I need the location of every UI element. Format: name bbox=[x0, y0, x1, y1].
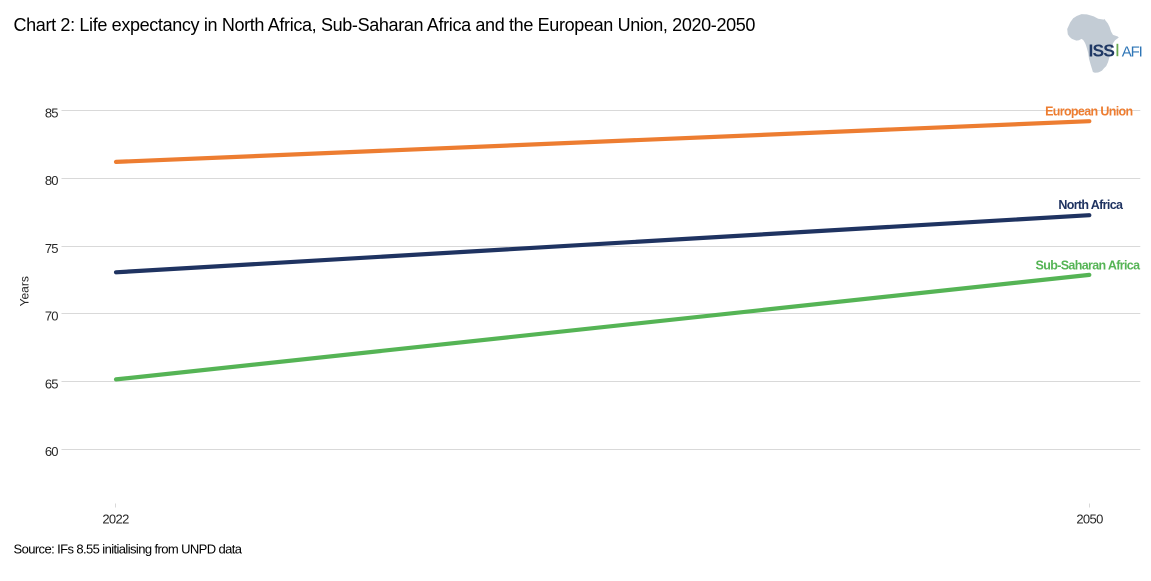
svg-text:2050: 2050 bbox=[1076, 512, 1103, 527]
svg-text:Source: IFs 8.55 initialising: Source: IFs 8.55 initialising from UNPD … bbox=[14, 542, 243, 557]
svg-text:AFI: AFI bbox=[1122, 44, 1142, 61]
svg-text:65: 65 bbox=[45, 377, 58, 392]
svg-text:2022: 2022 bbox=[102, 512, 129, 527]
svg-text:80: 80 bbox=[45, 173, 58, 188]
svg-text:North Africa: North Africa bbox=[1058, 198, 1124, 212]
svg-text:60: 60 bbox=[45, 444, 58, 459]
svg-text:75: 75 bbox=[45, 241, 58, 256]
svg-text:85: 85 bbox=[45, 105, 58, 120]
svg-text:Years: Years bbox=[18, 276, 32, 306]
svg-text:European Union: European Union bbox=[1045, 105, 1132, 119]
svg-text:Chart 2: Life expectancy in No: Chart 2: Life expectancy in North Africa… bbox=[14, 15, 756, 35]
svg-text:70: 70 bbox=[45, 309, 58, 324]
svg-text:Sub-Saharan Africa: Sub-Saharan Africa bbox=[1036, 258, 1142, 272]
svg-text:ISS: ISS bbox=[1089, 41, 1115, 61]
